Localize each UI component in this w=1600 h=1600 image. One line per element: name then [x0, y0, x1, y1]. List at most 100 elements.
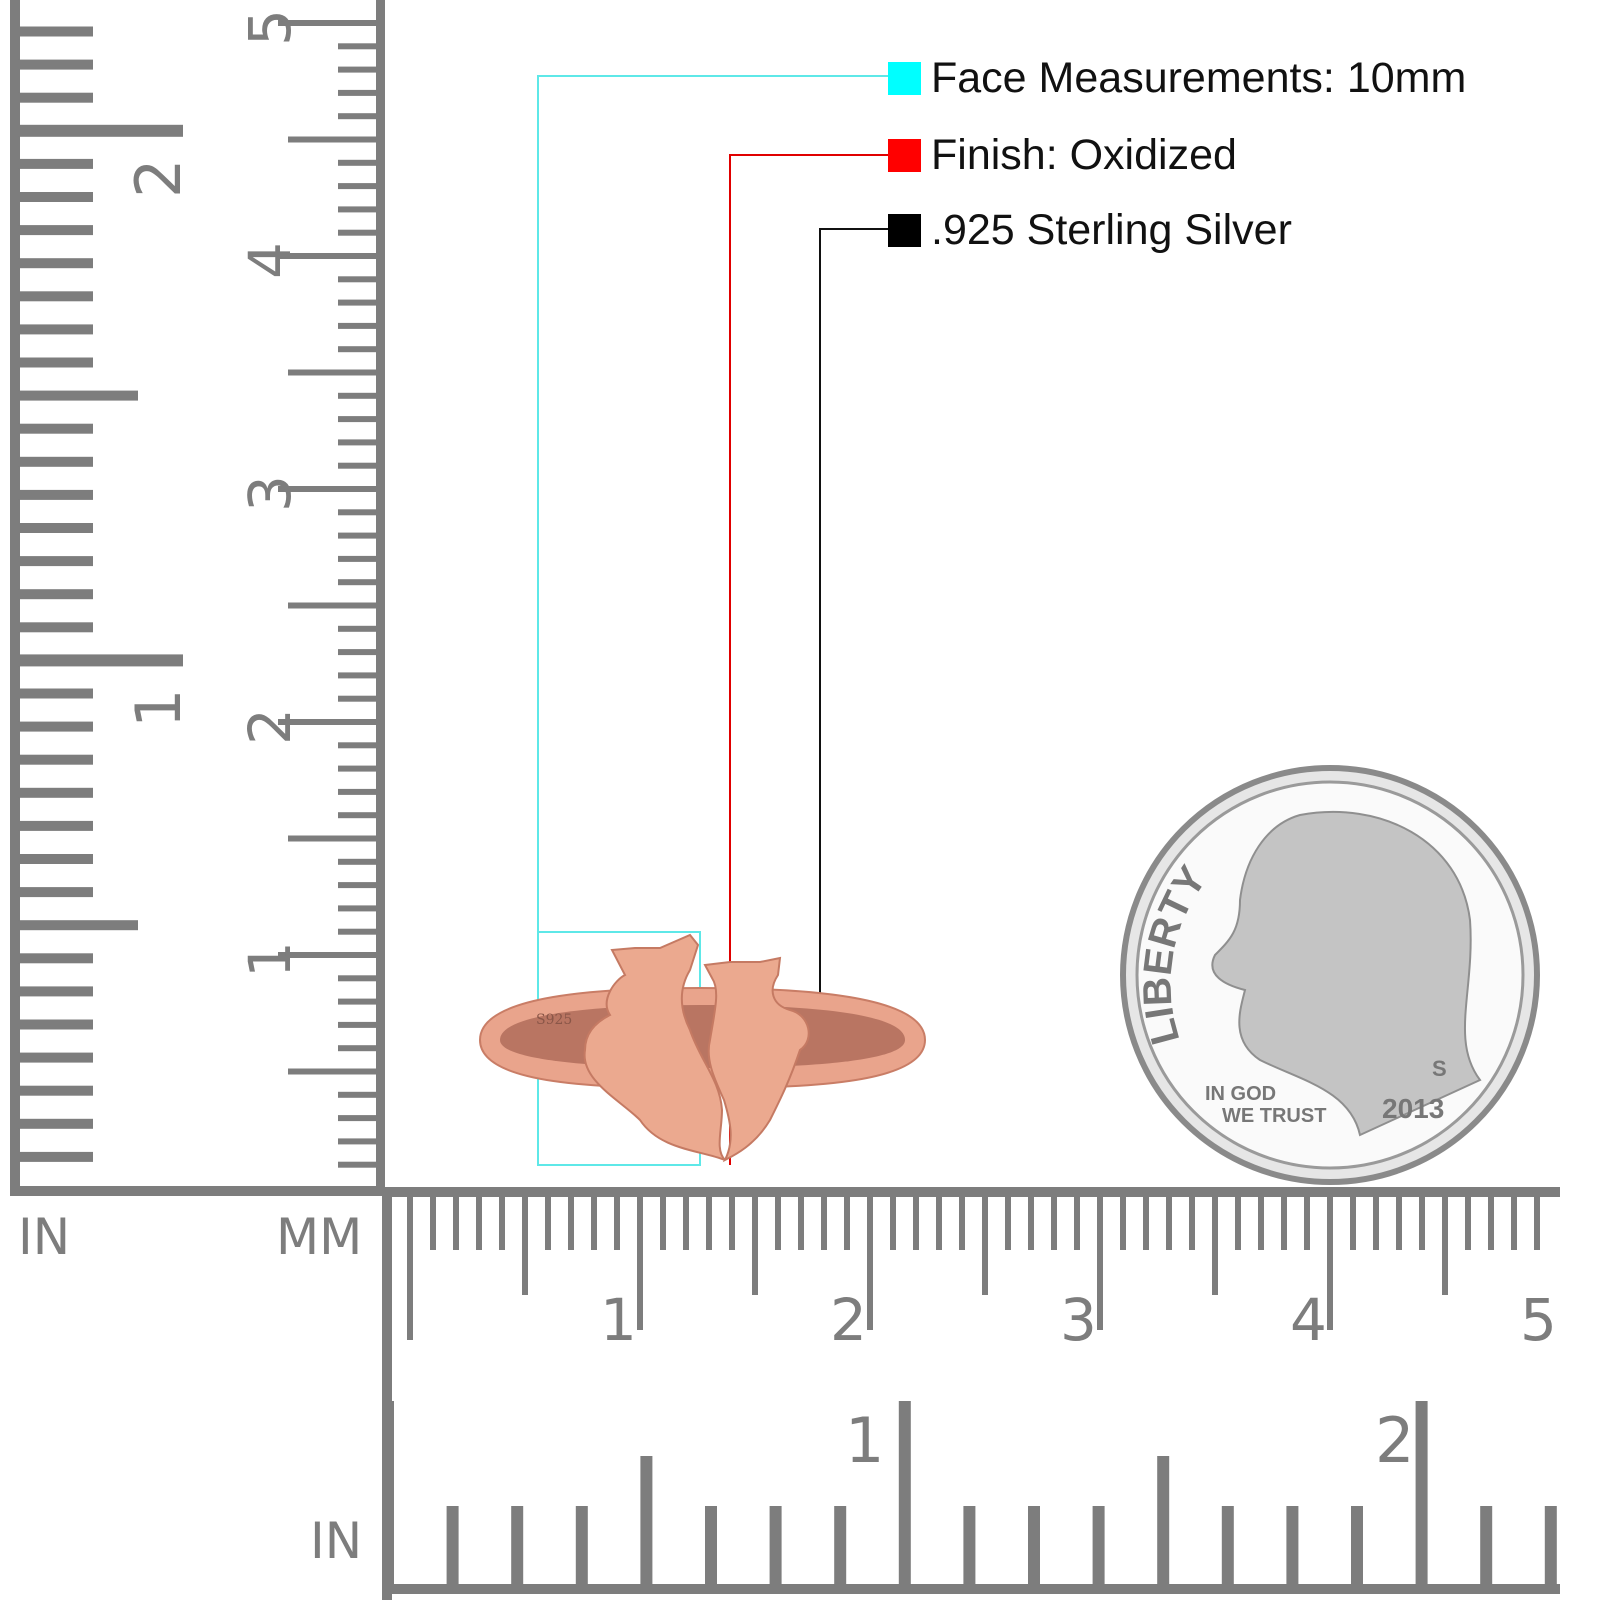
horizontal-mm-tick: [430, 1195, 436, 1250]
horizontal-mm-tick: [545, 1195, 551, 1250]
horizontal-mm-tick: [729, 1195, 735, 1250]
horizontal-mm-tick: [1097, 1195, 1103, 1330]
vertical-ruler-base: [10, 1186, 385, 1196]
coin-year: 2013: [1382, 1093, 1444, 1124]
legend-finish-label: Finish: Oxidized: [931, 130, 1237, 179]
vertical-inch-label: 2: [122, 159, 195, 198]
vertical-mm-tick: [338, 1045, 378, 1052]
horizontal-inch-tick: [640, 1456, 653, 1586]
horizontal-mm-tick: [1350, 1195, 1356, 1250]
vertical-mm-tick: [338, 113, 378, 120]
vertical-mm-label: 4: [236, 242, 304, 279]
vertical-inch-tick: [18, 1052, 93, 1063]
vertical-inch-tick: [18, 1085, 93, 1096]
horizontal-mm-tick: [1534, 1195, 1540, 1250]
horizontal-mm-tick: [936, 1195, 942, 1250]
vertical-inch-tick: [18, 225, 93, 236]
vertical-inch-tick: [18, 787, 93, 798]
legend-face-measurements-label: Face Measurements: 10mm: [931, 53, 1467, 102]
horizontal-mm-tick: [499, 1195, 505, 1250]
coin-motto-line2: WE TRUST: [1222, 1105, 1326, 1127]
horizontal-mm-tick: [798, 1195, 804, 1250]
vertical-inch-tick: [18, 59, 93, 70]
horizontal-mm-label: 2: [830, 1286, 867, 1354]
vertical-inch-tick: [18, 986, 93, 997]
horizontal-inch-tick: [1544, 1506, 1557, 1586]
horizontal-mm-tick: [407, 1195, 413, 1340]
horizontal-mm-tick: [1511, 1195, 1517, 1250]
vertical-mm-tick: [338, 742, 378, 749]
vertical-inch-tick: [18, 1019, 93, 1030]
legend-metal: .925 Sterling Silver: [888, 206, 1292, 254]
horizontal-inch-label: 1: [845, 1404, 884, 1477]
horizontal-mm-ruler-edge: [382, 1187, 1560, 1197]
horizontal-inch-tick: [446, 1506, 459, 1586]
vertical-mm-tick: [338, 998, 378, 1005]
horizontal-inch-tick: [1157, 1456, 1170, 1586]
vertical-mm-tick: [338, 43, 378, 50]
horizontal-mm-tick: [614, 1195, 620, 1250]
vertical-mm-tick: [278, 253, 378, 259]
vertical-mm-tick: [338, 975, 378, 982]
vertical-mm-tick: [338, 1115, 378, 1122]
horizontal-inch-tick: [1221, 1506, 1234, 1586]
red-swatch: [888, 138, 921, 172]
legend-metal-label: .925 Sterling Silver: [931, 205, 1292, 254]
vertical-inch-tick: [18, 390, 138, 401]
vertical-inch-tick: [18, 556, 93, 567]
coin-mint-mark: S: [1432, 1056, 1447, 1081]
legend-finish: Finish: Oxidized: [888, 131, 1237, 179]
cyan-swatch: [888, 61, 921, 95]
vertical-mm-tick: [338, 1138, 378, 1145]
horizontal-inch-tick: [1415, 1401, 1428, 1586]
horizontal-mm-label: 3: [1060, 1286, 1097, 1354]
vertical-mm-tick: [338, 183, 378, 190]
vertical-mm-tick: [338, 858, 378, 865]
horizontal-inch-tick: [575, 1506, 588, 1586]
vertical-mm-tick: [338, 276, 378, 283]
horizontal-inch-tick: [1092, 1506, 1105, 1586]
horizontal-mm-tick: [1051, 1195, 1057, 1250]
vertical-inch-tick: [18, 820, 93, 831]
horizontal-mm-label: 4: [1290, 1286, 1327, 1354]
vertical-mm-label: 3: [236, 475, 304, 512]
vertical-inch-tick: [18, 887, 93, 898]
vertical-mm-tick: [338, 159, 378, 166]
vertical-inch-tick: [18, 192, 93, 202]
vertical-mm-tick: [338, 788, 378, 795]
vertical-inch-tick: [18, 523, 93, 533]
horizontal-mm-tick: [1488, 1195, 1494, 1250]
left-inch-unit-label: IN: [18, 1208, 70, 1266]
horizontal-mm-tick: [637, 1195, 643, 1330]
horizontal-inch-tick: [898, 1401, 911, 1586]
left-mm-unit-label: MM: [276, 1208, 362, 1266]
horizontal-mm-tick: [660, 1195, 666, 1250]
face-measurement-callout-line: [537, 75, 888, 1165]
horizontal-inch-tick: [511, 1506, 524, 1586]
vertical-inch-label: 1: [122, 689, 195, 728]
vertical-inch-tick: [18, 688, 93, 699]
horizontal-ruler: [382, 1187, 1560, 1600]
horizontal-mm-tick: [568, 1195, 574, 1250]
horizontal-mm-label: 1: [600, 1286, 637, 1354]
horizontal-inch-tick: [1351, 1506, 1363, 1586]
finish-callout-line: [729, 154, 888, 1165]
vertical-mm-label: 1: [236, 941, 304, 978]
horizontal-mm-tick: [913, 1195, 919, 1250]
vertical-mm-tick: [338, 579, 378, 586]
horizontal-mm-tick: [1304, 1195, 1310, 1250]
vertical-inch-tick: [18, 158, 93, 169]
vertical-inch-tick: [18, 754, 93, 765]
vertical-mm-tick: [338, 1091, 378, 1098]
metal-callout-line: [819, 228, 888, 1020]
horizontal-inch-tick: [705, 1506, 717, 1586]
vertical-inch-tick: [18, 423, 93, 434]
horizontal-inch-tick: [1286, 1506, 1299, 1586]
horizontal-mm-tick: [1281, 1195, 1287, 1250]
left-cat-silhouette: [583, 933, 726, 1161]
coin-motto-line1: IN GOD: [1205, 1083, 1276, 1105]
vertical-inch-tick: [18, 622, 93, 633]
right-cat-silhouette: [703, 956, 810, 1163]
horizontal-mm-tick: [591, 1195, 597, 1250]
vertical-mm-tick: [278, 952, 378, 958]
